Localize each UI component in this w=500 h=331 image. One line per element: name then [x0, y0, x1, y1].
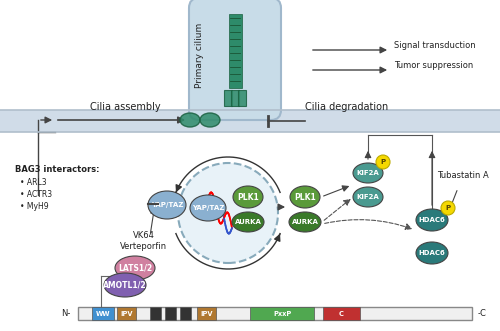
FancyBboxPatch shape — [189, 0, 281, 120]
Bar — [229, 14, 242, 88]
Ellipse shape — [416, 209, 448, 231]
Ellipse shape — [104, 273, 146, 297]
Ellipse shape — [148, 191, 186, 219]
Ellipse shape — [232, 212, 264, 232]
Text: YAP/TAZ: YAP/TAZ — [192, 205, 224, 211]
Text: PLK1: PLK1 — [237, 193, 259, 202]
Text: KIF2A: KIF2A — [356, 170, 380, 176]
Ellipse shape — [233, 186, 263, 208]
Text: VK64: VK64 — [133, 231, 155, 240]
Text: P: P — [380, 159, 386, 165]
Circle shape — [376, 155, 390, 169]
Bar — [0, 110, 500, 132]
Text: YAP/TAZ: YAP/TAZ — [151, 202, 184, 208]
Bar — [231, 90, 239, 106]
Text: • ARL3: • ARL3 — [20, 178, 46, 187]
Bar — [238, 90, 246, 106]
Text: PLK1: PLK1 — [294, 193, 316, 202]
Bar — [150, 307, 161, 320]
Bar — [92, 307, 114, 320]
Ellipse shape — [353, 187, 383, 207]
Text: C: C — [339, 310, 344, 316]
Circle shape — [441, 201, 455, 215]
Bar — [197, 307, 216, 320]
Text: P: P — [446, 205, 450, 211]
Text: LATS1/2: LATS1/2 — [118, 263, 152, 272]
Bar — [180, 307, 191, 320]
Bar — [250, 307, 314, 320]
Text: -C: -C — [478, 309, 487, 318]
Text: Verteporfin: Verteporfin — [120, 242, 167, 251]
Text: Cilia assembly: Cilia assembly — [90, 102, 160, 112]
Bar — [323, 307, 360, 320]
Ellipse shape — [290, 186, 320, 208]
Bar — [165, 307, 176, 320]
Text: IPV: IPV — [120, 310, 133, 316]
Text: N-: N- — [60, 309, 70, 318]
Circle shape — [178, 163, 278, 263]
Text: BAG3 interactors:: BAG3 interactors: — [15, 165, 100, 174]
Ellipse shape — [289, 212, 321, 232]
Bar — [78, 307, 472, 320]
Bar — [224, 90, 232, 106]
Text: • ACTR3: • ACTR3 — [20, 190, 52, 199]
Text: AURKA: AURKA — [292, 219, 318, 225]
Text: AMOTL1/2: AMOTL1/2 — [103, 280, 147, 290]
Text: • MyH9: • MyH9 — [20, 202, 48, 211]
Ellipse shape — [353, 163, 383, 183]
Ellipse shape — [190, 195, 226, 221]
Text: Signal transduction: Signal transduction — [394, 41, 475, 50]
Text: HDAC6: HDAC6 — [418, 217, 446, 223]
Ellipse shape — [200, 113, 220, 127]
Text: HDAC6: HDAC6 — [418, 250, 446, 256]
Ellipse shape — [416, 242, 448, 264]
Text: WW: WW — [96, 310, 110, 316]
Ellipse shape — [115, 256, 155, 280]
Text: Primary cilium: Primary cilium — [194, 23, 203, 88]
Text: Tumor suppression: Tumor suppression — [394, 61, 473, 70]
Text: IPV: IPV — [200, 310, 213, 316]
Text: PxxP: PxxP — [273, 310, 291, 316]
Text: Cilia degradation: Cilia degradation — [305, 102, 388, 112]
Bar — [117, 307, 136, 320]
Ellipse shape — [180, 113, 200, 127]
Text: KIF2A: KIF2A — [356, 194, 380, 200]
Text: Tubastatin A: Tubastatin A — [437, 171, 489, 180]
Text: AURKA: AURKA — [234, 219, 262, 225]
